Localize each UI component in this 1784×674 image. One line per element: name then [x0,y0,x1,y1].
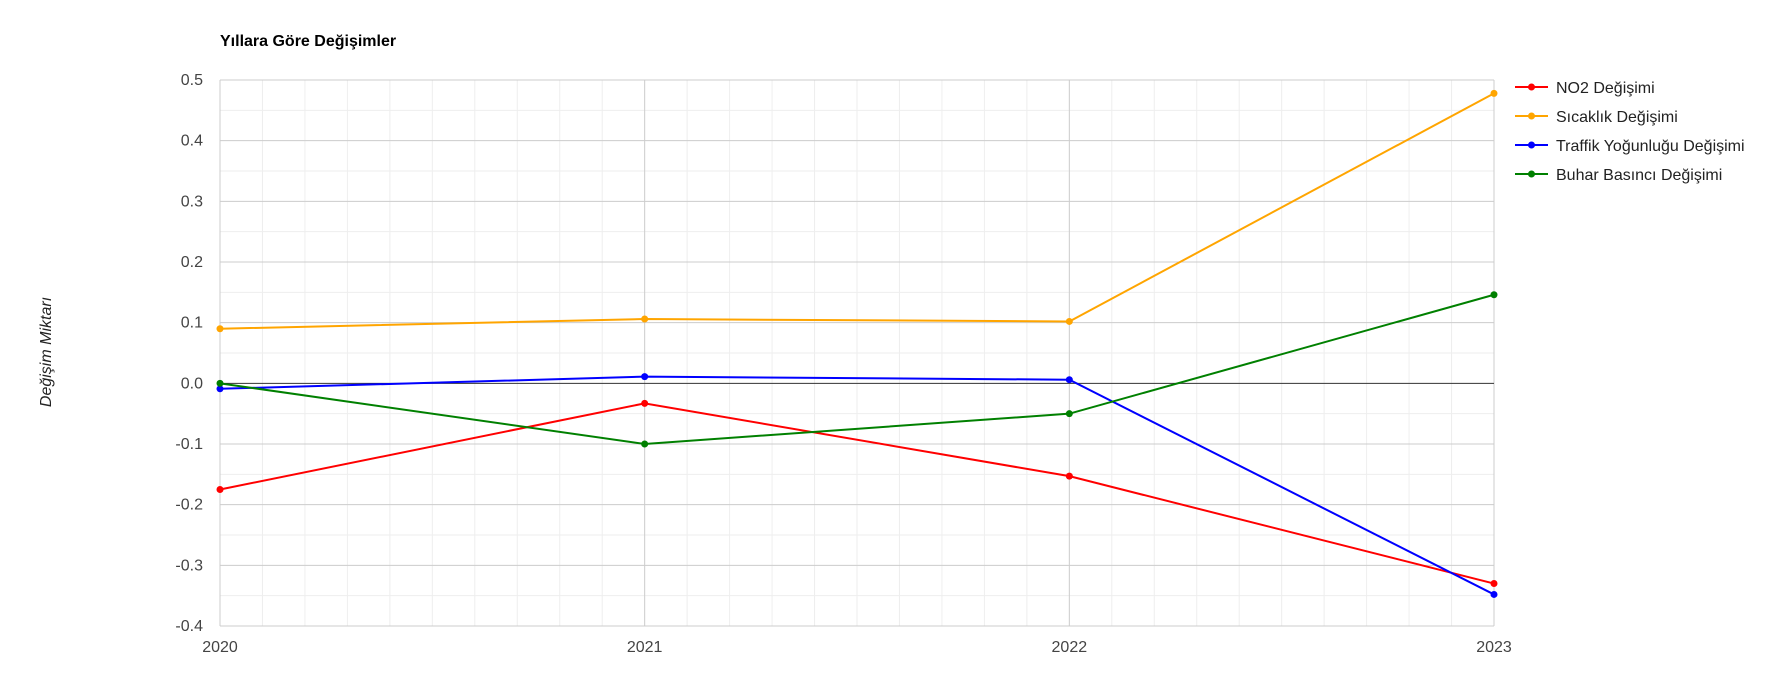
y-tick-label: 0.5 [181,72,203,89]
y-tick-label: -0.2 [175,497,203,514]
y-axis-ticks: 0.5 0.4 0.3 0.2 0.1 0.0 -0.1 -0.2 -0.3 -0.4 [175,72,203,635]
data-point [1490,580,1498,588]
data-point [216,385,224,393]
y-tick-label: 0.1 [181,315,203,332]
legend-item[interactable]: Buhar Basıncı Değişimi [1515,167,1722,184]
data-point [1490,291,1498,299]
x-tick-label: 2023 [1476,639,1512,656]
legend-swatch-marker [1528,112,1535,120]
legend-item[interactable]: Sıcaklık Değişimi [1515,109,1678,126]
legend-swatch-marker [1528,83,1535,91]
legend-label: NO2 Değişimi [1556,80,1655,97]
data-point [641,315,649,323]
data-point [216,325,224,333]
data-point [641,399,649,407]
y-tick-label: -0.3 [175,557,203,574]
legend-label: Sıcaklık Değişimi [1556,109,1678,126]
x-tick-label: 2022 [1052,639,1088,656]
y-tick-label: 0.4 [181,133,203,150]
legend-label: Traffik Yoğunluğu Değişimi [1556,138,1745,155]
y-axis-label: Değişim Miktarı [38,297,55,407]
data-point [216,486,224,493]
minor-gridlines [220,80,1494,626]
x-axis-ticks: 2020 2021 2022 2023 [202,639,1512,656]
legend-swatch-marker [1528,141,1535,149]
series-line [219,293,1495,446]
series-line [219,375,1495,596]
legend[interactable]: NO2 Değişimi Sıcaklık Değişimi Traffik Yoğ… [1515,80,1745,184]
data-point [1065,410,1073,418]
data-point [216,379,224,387]
legend-label: Buhar Basıncı Değişimi [1556,167,1722,184]
legend-swatch-marker [1528,170,1535,178]
data-point [1490,590,1498,598]
series-layer [216,89,1498,598]
chart-title: Yıllara Göre Değişimler [220,33,396,50]
data-point [1065,317,1073,325]
legend-item[interactable]: Traffik Yoğunluğu Değişimi [1515,138,1745,155]
data-point [1065,376,1073,384]
x-tick-label: 2021 [627,639,663,656]
y-tick-label: -0.4 [175,618,203,635]
data-point [641,440,649,448]
series-line [219,402,1495,585]
data-point [1065,472,1073,480]
y-tick-label: 0.0 [181,375,203,392]
data-point [1490,89,1498,97]
y-tick-label: 0.3 [181,193,203,210]
series-line [219,92,1495,330]
x-tick-label: 2020 [202,639,238,656]
y-tick-label: -0.1 [175,436,203,453]
legend-item[interactable]: NO2 Değişimi [1515,80,1655,97]
data-point [641,373,649,381]
y-tick-label: 0.2 [181,254,203,271]
major-gridlines [219,79,1495,627]
